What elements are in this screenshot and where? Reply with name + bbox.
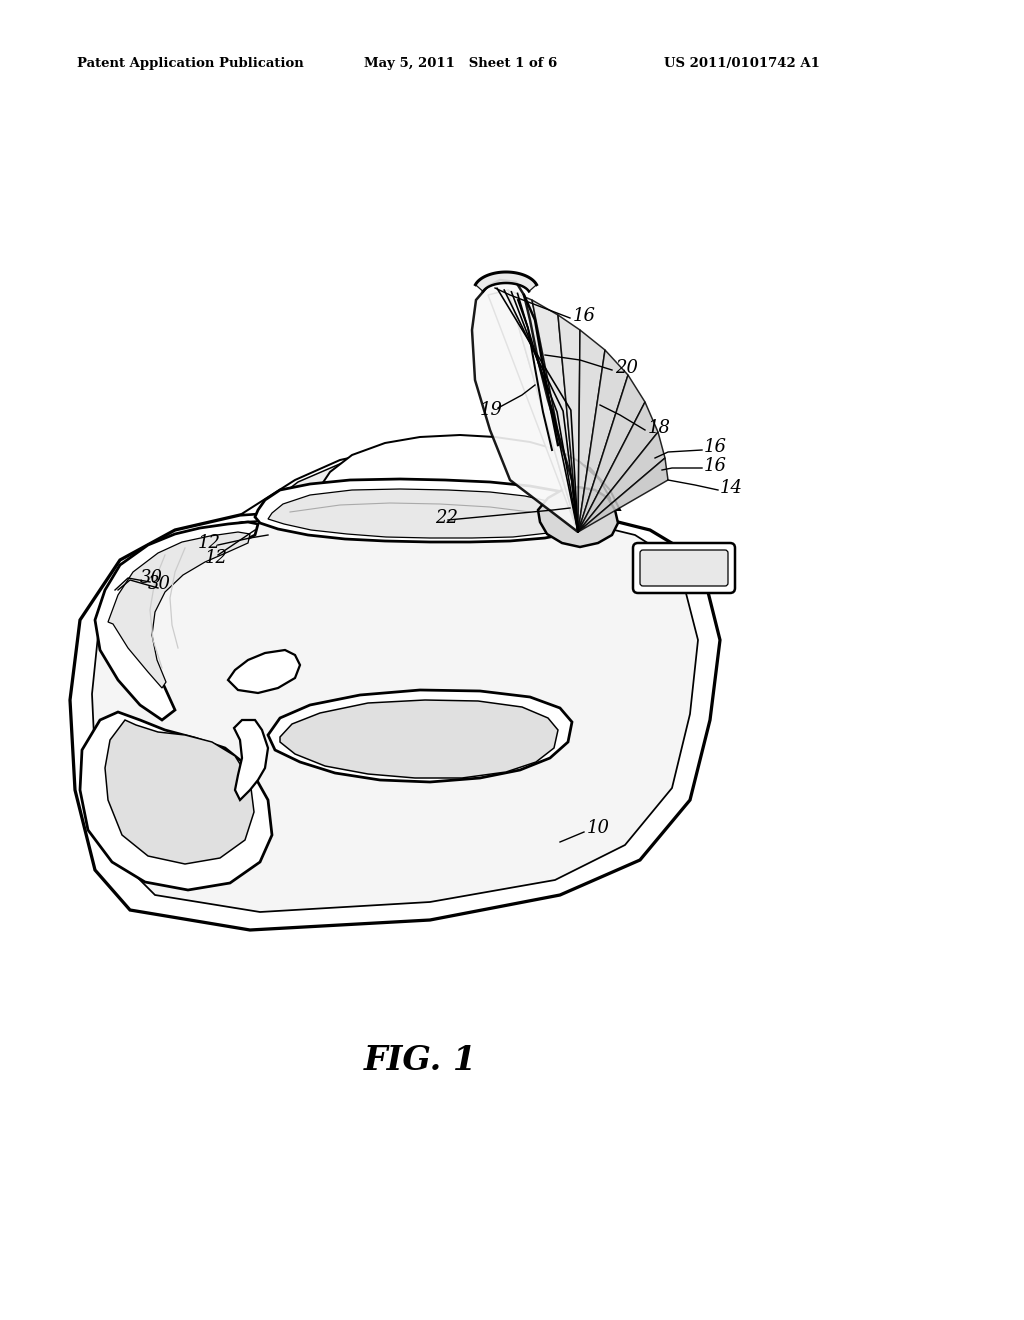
Polygon shape [228,649,300,693]
Text: 16: 16 [705,457,727,475]
Polygon shape [578,403,658,532]
Polygon shape [108,532,250,688]
Polygon shape [234,719,268,800]
Text: 14: 14 [720,479,743,498]
Polygon shape [578,330,605,532]
Polygon shape [92,517,698,912]
Polygon shape [578,350,628,532]
Polygon shape [255,447,614,515]
FancyBboxPatch shape [633,543,735,593]
Text: May 5, 2011   Sheet 1 of 6: May 5, 2011 Sheet 1 of 6 [364,57,557,70]
Text: US 2011/0101742 A1: US 2011/0101742 A1 [664,57,819,70]
Polygon shape [475,272,537,292]
Polygon shape [280,700,558,777]
Polygon shape [268,690,572,781]
Polygon shape [538,487,618,546]
Text: Patent Application Publication: Patent Application Publication [77,57,303,70]
Polygon shape [558,315,580,532]
Polygon shape [240,445,620,515]
Text: 30: 30 [140,569,163,587]
Polygon shape [532,300,578,532]
Polygon shape [488,290,578,532]
Text: 19: 19 [480,401,503,418]
Text: FIG. 1: FIG. 1 [364,1044,476,1077]
Polygon shape [105,719,254,865]
Polygon shape [95,521,258,719]
Text: 10: 10 [587,818,610,837]
Polygon shape [472,280,578,532]
Text: 18: 18 [648,418,671,437]
Polygon shape [255,479,595,543]
Text: 12: 12 [198,535,221,552]
Polygon shape [508,290,578,532]
Polygon shape [268,488,575,539]
Text: 16: 16 [705,438,727,455]
Polygon shape [70,510,720,931]
Text: 12: 12 [205,549,228,568]
Text: 20: 20 [615,359,638,378]
Polygon shape [578,375,645,532]
Polygon shape [578,458,668,532]
Polygon shape [310,436,612,515]
FancyBboxPatch shape [640,550,728,586]
Text: 16: 16 [573,308,596,325]
Polygon shape [578,432,665,532]
Text: 22: 22 [435,510,458,527]
Text: 30: 30 [148,576,171,593]
Polygon shape [80,711,272,890]
